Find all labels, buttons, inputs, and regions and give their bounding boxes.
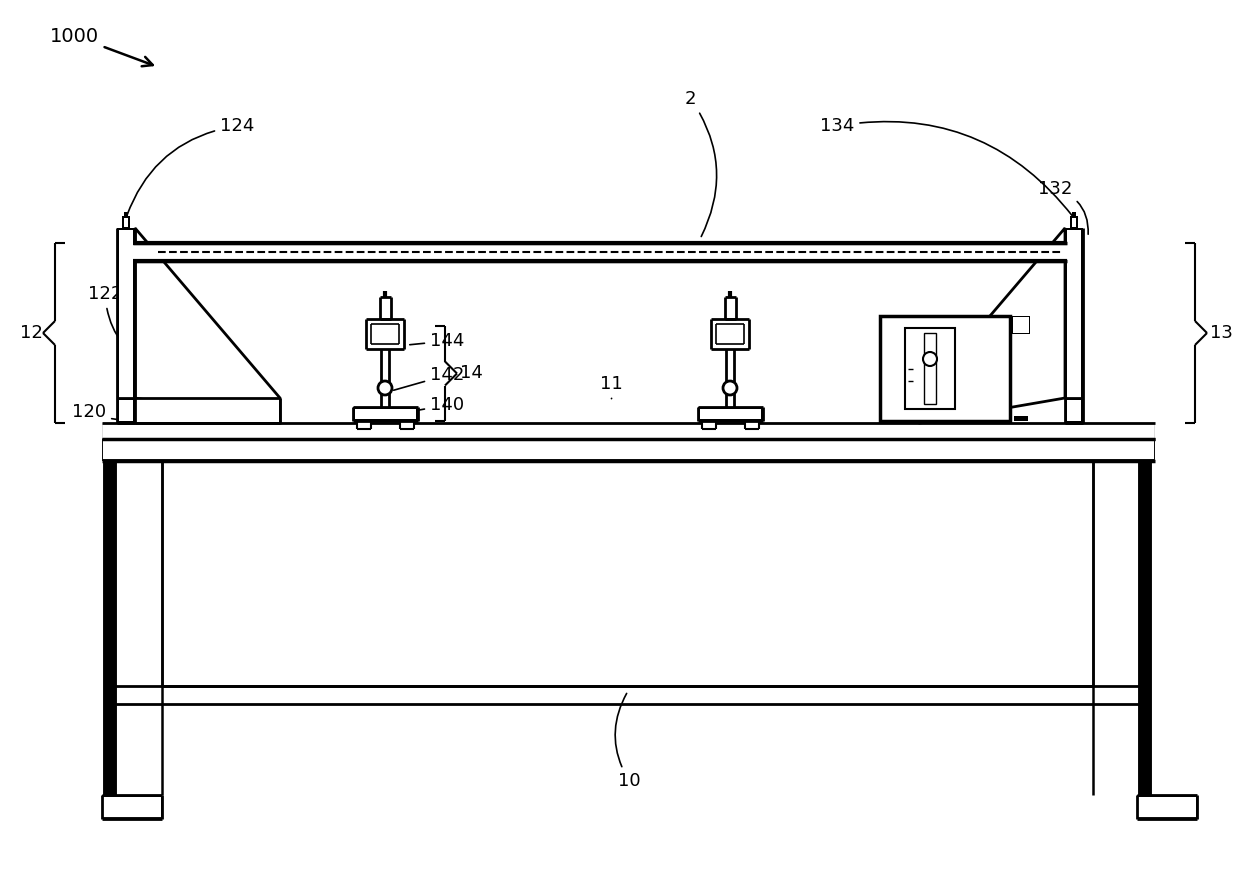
Bar	[136, 399, 279, 422]
Polygon shape	[135, 228, 280, 423]
Text: 122: 122	[88, 285, 153, 367]
Text: 1000: 1000	[50, 27, 153, 67]
Bar	[701, 409, 761, 419]
Bar	[124, 218, 128, 227]
Bar	[355, 409, 415, 419]
Bar	[698, 407, 763, 421]
Text: 144: 144	[409, 332, 464, 350]
Bar	[353, 407, 418, 421]
Text: 134: 134	[820, 117, 1073, 216]
Bar	[133, 243, 1066, 261]
Bar	[1073, 212, 1076, 218]
Bar	[905, 328, 955, 409]
Text: 10: 10	[615, 693, 641, 790]
Text: 11: 11	[600, 375, 622, 398]
Bar	[135, 398, 280, 423]
Bar	[1073, 218, 1076, 227]
Bar	[703, 422, 715, 428]
Bar	[1012, 316, 1030, 334]
Bar	[117, 228, 135, 423]
Bar	[103, 441, 1154, 459]
Bar	[102, 423, 1154, 439]
Bar	[1066, 400, 1081, 421]
Text: 120: 120	[72, 403, 162, 421]
Text: 13: 13	[1210, 324, 1233, 342]
Bar	[119, 230, 133, 421]
Bar	[1014, 416, 1028, 421]
Circle shape	[923, 352, 937, 366]
Bar	[1070, 216, 1078, 230]
Bar	[1065, 228, 1083, 423]
Bar	[1137, 795, 1197, 819]
Text: 142: 142	[393, 366, 464, 390]
Text: 14: 14	[460, 364, 482, 382]
Circle shape	[378, 381, 392, 395]
Bar	[357, 421, 371, 429]
Bar	[1066, 230, 1081, 421]
Bar	[366, 319, 404, 349]
Text: 140: 140	[399, 396, 464, 414]
Bar	[745, 421, 759, 429]
Text: 124: 124	[126, 117, 254, 215]
Bar	[102, 795, 162, 819]
Text: 132: 132	[1038, 180, 1089, 234]
Bar	[117, 398, 135, 423]
Circle shape	[723, 381, 737, 395]
Bar	[1138, 797, 1197, 817]
Text: 130: 130	[1016, 315, 1059, 366]
Bar	[702, 421, 715, 429]
Bar	[103, 424, 1154, 438]
Text: 2: 2	[684, 90, 717, 236]
Bar	[381, 349, 391, 407]
Polygon shape	[920, 228, 1065, 423]
Bar	[122, 216, 130, 230]
Bar	[1065, 398, 1083, 423]
Bar	[1013, 317, 1029, 333]
Bar	[401, 421, 414, 429]
Bar	[124, 212, 128, 218]
Bar	[711, 319, 749, 349]
Bar	[379, 297, 391, 319]
Bar	[880, 316, 1011, 421]
Bar	[401, 422, 413, 428]
Bar	[102, 439, 1154, 461]
Bar	[725, 297, 737, 319]
Bar	[103, 797, 161, 817]
Bar	[119, 400, 133, 421]
Bar	[924, 333, 936, 404]
Bar	[725, 349, 735, 407]
Text: 12: 12	[20, 324, 43, 342]
Bar	[746, 422, 758, 428]
Bar	[358, 422, 370, 428]
